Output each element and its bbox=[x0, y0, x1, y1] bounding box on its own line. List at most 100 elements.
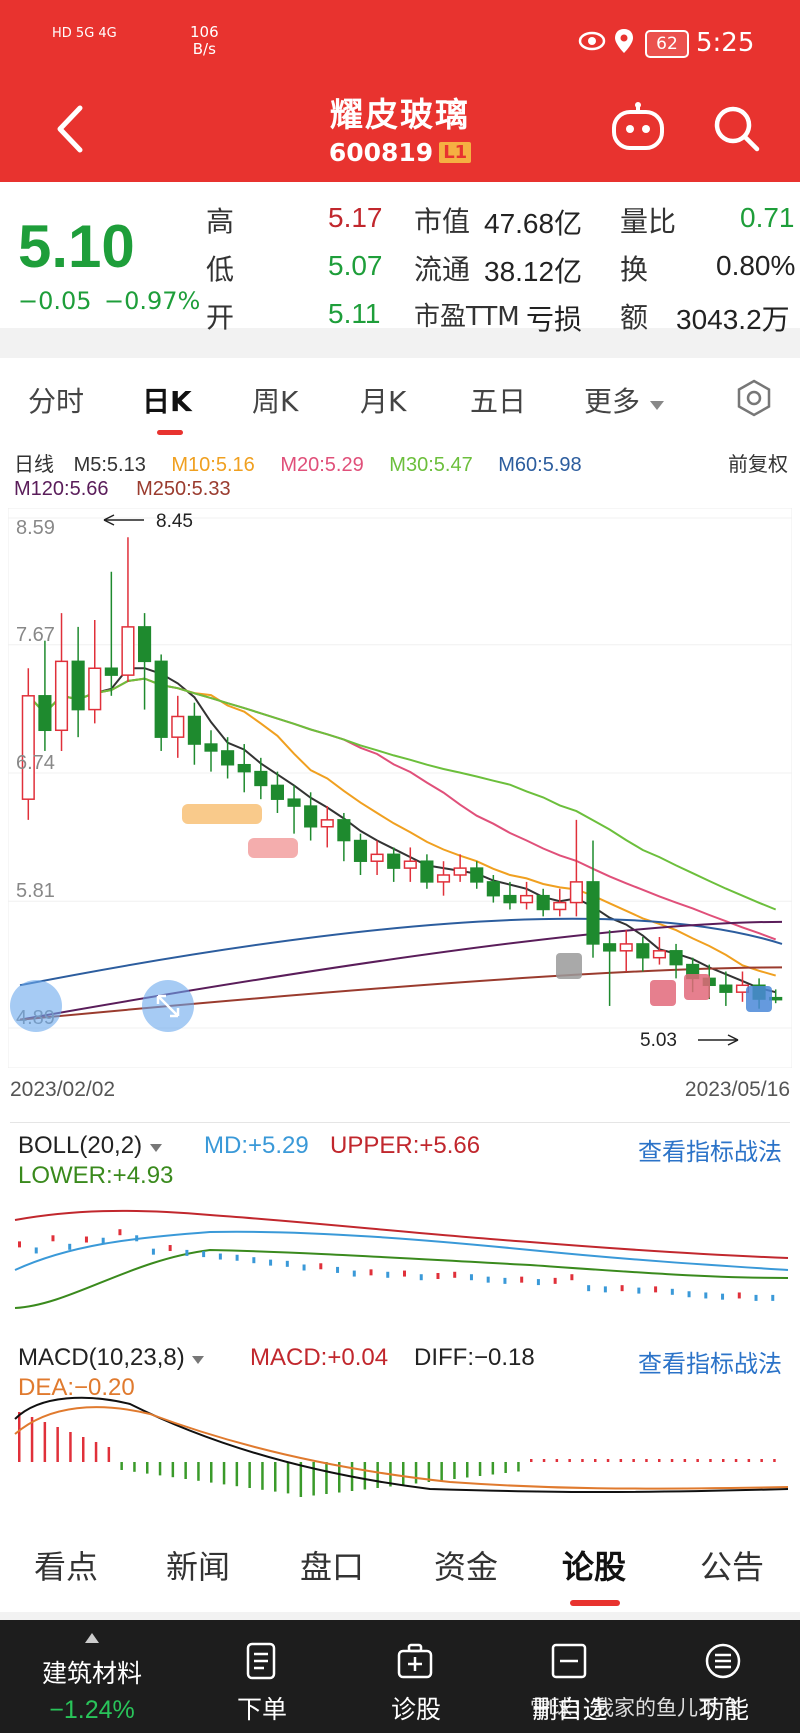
boll-price-tick bbox=[269, 1259, 273, 1266]
ma-m5: M5:5.13 bbox=[73, 454, 146, 476]
candle-body bbox=[154, 660, 168, 738]
functions-button[interactable]: 功能 bbox=[654, 1620, 794, 1733]
boll-price-tick bbox=[654, 1286, 658, 1293]
price-adjust-mode[interactable]: 前复权 bbox=[728, 454, 788, 476]
macd-value: MACD:+0.04 bbox=[250, 1344, 389, 1371]
kline-chart[interactable]: 8.597.676.745.814.89 8.45 5.03 bbox=[8, 508, 792, 1068]
boll-price-tick bbox=[603, 1286, 607, 1293]
boll-selector[interactable]: BOLL(20,2) bbox=[18, 1132, 163, 1160]
macd-bar bbox=[542, 1459, 546, 1462]
sell-marker-s2 bbox=[684, 974, 710, 1000]
diagnose-button[interactable]: 诊股 bbox=[346, 1620, 486, 1733]
macd-bar bbox=[773, 1459, 776, 1462]
boll-price-tick bbox=[84, 1236, 88, 1243]
chart-settings-button[interactable] bbox=[734, 378, 774, 421]
high-arrow-head bbox=[103, 514, 115, 526]
amount-value: 3043.2万 bbox=[676, 304, 790, 335]
bottom-action-bar: 建筑材料 −1.24% 下单 诊股 删自选 功能 雪球：我家的鱼儿不飞 bbox=[0, 1620, 800, 1733]
tab-five-day[interactable]: 五日 bbox=[470, 385, 527, 418]
eye-icon bbox=[578, 30, 606, 56]
tab-news[interactable]: 新闻 bbox=[166, 1548, 231, 1586]
macd-bar bbox=[658, 1459, 661, 1462]
y-axis-ticks: 8.597.676.745.814.89 bbox=[16, 517, 55, 1029]
boll-price-tick bbox=[637, 1287, 641, 1294]
tab-capital[interactable]: 资金 bbox=[434, 1548, 499, 1586]
sequence-marker bbox=[182, 804, 262, 824]
pe-ttm-value: 亏损 bbox=[526, 304, 583, 335]
ma-legend-prefix: 日线 bbox=[14, 454, 54, 476]
tab-monthly-k[interactable]: 月K bbox=[360, 385, 407, 418]
tab-daily-k[interactable]: 日K bbox=[142, 385, 192, 418]
price-change-percent: −0.97% bbox=[104, 287, 201, 315]
macd-bar bbox=[504, 1462, 507, 1473]
remove-watchlist-label: 删自选 bbox=[532, 1695, 608, 1724]
tab-intraday[interactable]: 分时 bbox=[28, 385, 85, 418]
ma-m10: M10:5.16 bbox=[171, 454, 255, 476]
remove-watchlist-button[interactable]: 删自选 bbox=[500, 1620, 640, 1733]
boll-price-tick bbox=[704, 1292, 708, 1299]
status-bar: HD 5G 4G 106 B/s 62 5:25 bbox=[0, 0, 800, 90]
menu-circle-icon bbox=[705, 1643, 741, 1679]
kline-chart-area: 日线 M5:5.13 M10:5.16 M20:5.29 M30:5.47 M6… bbox=[0, 438, 800, 1118]
candle-body bbox=[287, 798, 301, 807]
zoom-out-button[interactable] bbox=[10, 980, 62, 1032]
boll-price-tick bbox=[503, 1277, 507, 1284]
candle-body bbox=[237, 763, 251, 773]
boll-price-tick bbox=[520, 1276, 524, 1283]
candle-body bbox=[436, 874, 451, 883]
macd-dea-value: DEA:−0.20 bbox=[18, 1374, 135, 1401]
sector-button[interactable]: 建筑材料 −1.24% bbox=[22, 1620, 162, 1733]
boll-price-tick bbox=[352, 1270, 356, 1277]
order-button[interactable]: 下单 bbox=[192, 1620, 332, 1733]
macd-bar bbox=[517, 1462, 520, 1472]
current-price: 5.10 bbox=[18, 213, 135, 280]
macd-bar bbox=[760, 1459, 763, 1462]
boll-selector-label: BOLL(20,2) bbox=[18, 1132, 143, 1159]
macd-strategy-link[interactable]: 查看指标战法 bbox=[638, 1350, 782, 1378]
pe-ttm-label: 市盈TTM bbox=[414, 302, 520, 332]
ma-m250: M250:5.33 bbox=[136, 478, 231, 500]
macd-bar bbox=[402, 1462, 405, 1485]
ma-m20: M20:5.29 bbox=[280, 454, 364, 476]
macd-selector[interactable]: MACD(10,23,8) bbox=[18, 1344, 205, 1372]
tab-more[interactable]: 更多 bbox=[584, 380, 665, 420]
candle-body bbox=[71, 660, 85, 711]
tab-weekly-k[interactable]: 周K bbox=[252, 385, 299, 418]
ma-line-30 bbox=[27, 677, 777, 911]
tab-discussion[interactable]: 论股 bbox=[562, 1548, 627, 1586]
boll-price-tick bbox=[670, 1288, 674, 1295]
boll-price-tick bbox=[151, 1248, 155, 1255]
candle-body bbox=[370, 853, 384, 862]
app-header: HD 5G 4G 106 B/s 62 5:25 耀皮玻璃 600819 L1 bbox=[0, 0, 800, 182]
expand-icon bbox=[156, 994, 180, 1018]
tab-order-book[interactable]: 盘口 bbox=[300, 1548, 365, 1586]
boll-strategy-link[interactable]: 查看指标战法 bbox=[638, 1138, 782, 1166]
macd-bar bbox=[453, 1462, 456, 1479]
candle-body bbox=[619, 943, 633, 952]
boll-chart bbox=[14, 1209, 789, 1309]
macd-bar bbox=[222, 1462, 226, 1485]
macd-bar bbox=[107, 1447, 111, 1462]
macd-bar bbox=[312, 1462, 315, 1496]
sequence-marker-2 bbox=[248, 838, 298, 858]
tab-highlights[interactable]: 看点 bbox=[34, 1548, 99, 1586]
boll-price-tick bbox=[302, 1264, 306, 1271]
candle-body bbox=[187, 715, 201, 745]
battery-level: 62 bbox=[656, 34, 678, 54]
search-button[interactable] bbox=[712, 104, 762, 157]
back-button[interactable] bbox=[52, 104, 86, 157]
tab-announcements[interactable]: 公告 bbox=[700, 1548, 765, 1586]
buy-marker-b bbox=[650, 980, 676, 1006]
candle-body bbox=[453, 867, 467, 876]
macd-bar bbox=[299, 1462, 303, 1497]
low-value: 5.07 bbox=[328, 250, 383, 281]
boll-upper-line bbox=[14, 1209, 789, 1259]
minus-box-icon bbox=[551, 1643, 587, 1679]
sell-marker-s3 bbox=[746, 986, 772, 1012]
y-tick-label: 6.74 bbox=[16, 752, 55, 774]
robot-assistant-button[interactable] bbox=[610, 102, 666, 155]
candle-body bbox=[387, 853, 401, 869]
macd-bar bbox=[568, 1459, 571, 1462]
candle-body bbox=[403, 860, 417, 869]
boll-price-tick bbox=[118, 1229, 122, 1236]
